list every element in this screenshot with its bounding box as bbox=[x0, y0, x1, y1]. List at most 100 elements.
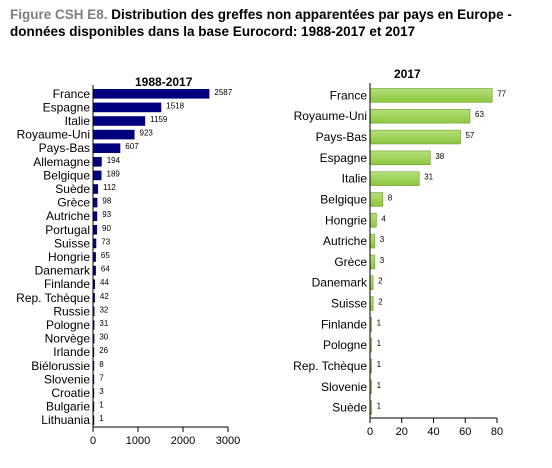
bar-suede bbox=[93, 184, 99, 194]
value-label-suede: 1 bbox=[377, 402, 382, 411]
category-label-suisse: Suisse bbox=[54, 236, 90, 250]
chart-2017: 2017 France 77 Royaume-Uni 63 Pays-Bas 57 Espag… bbox=[293, 67, 507, 438]
category-label-belgique: Belgique bbox=[43, 168, 90, 182]
bar-italie bbox=[93, 116, 146, 126]
value-label-rep-tcheque: 42 bbox=[100, 292, 109, 301]
x-tick-label-0: 0 bbox=[90, 435, 96, 447]
bar-autriche bbox=[369, 233, 376, 249]
bar-finlande bbox=[93, 279, 95, 289]
category-label-belgique: Belgique bbox=[320, 192, 367, 206]
value-label-finlande: 1 bbox=[377, 318, 382, 327]
value-label-rep-tcheque: 1 bbox=[377, 360, 382, 369]
bar-espagne bbox=[93, 102, 162, 113]
value-label-royaume-uni: 923 bbox=[140, 129, 154, 138]
category-label-croatie: Croatie bbox=[51, 386, 90, 400]
category-label-france: France bbox=[330, 88, 368, 102]
value-label-finlande: 44 bbox=[100, 278, 109, 287]
value-label-slovenie: 7 bbox=[99, 373, 104, 382]
category-label-slovenie: Slovenie bbox=[321, 380, 367, 394]
value-label-norvege: 30 bbox=[99, 333, 108, 342]
category-label-pays-bas: Pays-Bas bbox=[316, 130, 367, 144]
value-label-lithuania: 1 bbox=[99, 414, 104, 423]
value-label-slovenie: 1 bbox=[377, 381, 382, 390]
x-tick-label-80: 80 bbox=[491, 426, 503, 438]
value-label-croatie: 3 bbox=[99, 387, 104, 396]
bar-danemark bbox=[93, 265, 96, 276]
category-label-slovenie: Slovenie bbox=[44, 372, 90, 386]
category-label-royaume-uni: Royaume-Uni bbox=[294, 109, 367, 123]
bar-royaume-uni bbox=[369, 109, 471, 124]
value-label-portugal: 90 bbox=[102, 224, 111, 233]
category-label-finlande: Finlande bbox=[44, 277, 90, 291]
value-label-pologne: 31 bbox=[99, 319, 108, 328]
bar-hongrie bbox=[93, 252, 96, 262]
category-label-pologne: Pologne bbox=[323, 338, 367, 352]
bar-croatie bbox=[93, 388, 95, 398]
category-label-suede: Suède bbox=[332, 401, 367, 415]
value-label-france: 77 bbox=[497, 89, 506, 98]
value-label-italie: 1159 bbox=[150, 115, 168, 124]
value-label-bielorussie: 8 bbox=[99, 360, 104, 369]
bar-france bbox=[369, 88, 493, 103]
bar-rep-tcheque bbox=[93, 293, 95, 303]
bar-pays-bas bbox=[93, 143, 121, 153]
bar-belgique bbox=[93, 170, 102, 181]
bar-allemagne bbox=[93, 157, 102, 167]
category-label-espagne: Espagne bbox=[43, 100, 91, 114]
value-label-hongrie: 65 bbox=[101, 251, 110, 260]
category-label-espagne: Espagne bbox=[320, 151, 368, 165]
x-tick-label-60: 60 bbox=[459, 426, 471, 438]
value-label-suisse: 73 bbox=[101, 237, 110, 246]
value-label-italie: 31 bbox=[424, 173, 433, 182]
bar-russie bbox=[93, 306, 95, 317]
value-label-royaume-uni: 63 bbox=[475, 110, 484, 119]
category-label-italie: Italie bbox=[342, 172, 368, 186]
value-label-danemark: 64 bbox=[101, 265, 110, 274]
bar-pologne bbox=[93, 320, 95, 330]
bar-irlande bbox=[93, 347, 95, 357]
bar-hongrie bbox=[369, 213, 377, 228]
category-label-norvege: Norvège bbox=[45, 332, 91, 346]
value-label-pays-bas: 57 bbox=[465, 131, 474, 140]
bar-royaume-uni bbox=[93, 129, 135, 140]
x-tick-label-20: 20 bbox=[396, 426, 408, 438]
value-label-hongrie: 4 bbox=[381, 214, 386, 223]
bar-slovenie bbox=[93, 374, 95, 385]
chart-1988-2017: 1988-2017 France 2587 Espagne 1518 Italie 1159… bbox=[16, 75, 240, 447]
category-label-rep-tcheque: Rep. Tchèque bbox=[16, 291, 90, 305]
figure-caption: Distribution des greffes non apparentées… bbox=[10, 7, 512, 39]
panel-title-left: 1988-2017 bbox=[135, 75, 193, 89]
x-tick-label-1000: 1000 bbox=[126, 435, 150, 447]
category-label-hongrie: Hongrie bbox=[325, 213, 367, 227]
category-label-bulgarie: Bulgarie bbox=[46, 400, 90, 414]
value-label-grece: 98 bbox=[102, 197, 111, 206]
value-label-espagne: 38 bbox=[435, 152, 444, 161]
category-label-danemark: Danemark bbox=[312, 276, 368, 290]
bar-italie bbox=[369, 171, 420, 186]
category-label-autriche: Autriche bbox=[323, 234, 367, 248]
category-label-suisse: Suisse bbox=[331, 297, 367, 311]
value-label-suede: 112 bbox=[103, 183, 116, 192]
bar-france bbox=[93, 89, 210, 99]
category-label-portugal: Portugal bbox=[45, 223, 90, 237]
category-label-hongrie: Hongrie bbox=[48, 250, 90, 264]
x-tick-label-0: 0 bbox=[367, 426, 373, 438]
category-label-lithuania: Lithuania bbox=[41, 413, 90, 427]
bar-norvege bbox=[93, 333, 95, 344]
figure-label: Figure CSH E8. bbox=[10, 7, 108, 22]
value-label-danemark: 2 bbox=[378, 277, 383, 286]
category-label-irlande: Irlande bbox=[53, 345, 90, 359]
category-label-pays-bas: Pays-Bas bbox=[39, 141, 90, 155]
category-label-grece: Grèce bbox=[334, 255, 367, 269]
category-label-bielorussie: Biélorussie bbox=[31, 359, 90, 373]
value-label-grece: 3 bbox=[380, 256, 385, 265]
value-label-suisse: 2 bbox=[378, 298, 383, 307]
bar-portugal bbox=[93, 225, 98, 235]
bar-pays-bas bbox=[369, 129, 461, 145]
value-label-belgique: 8 bbox=[388, 193, 393, 202]
category-label-royaume-uni: Royaume-Uni bbox=[17, 128, 90, 142]
category-label-russie: Russie bbox=[53, 304, 90, 318]
category-label-pologne: Pologne bbox=[46, 318, 90, 332]
category-label-allemagne: Allemagne bbox=[33, 155, 90, 169]
